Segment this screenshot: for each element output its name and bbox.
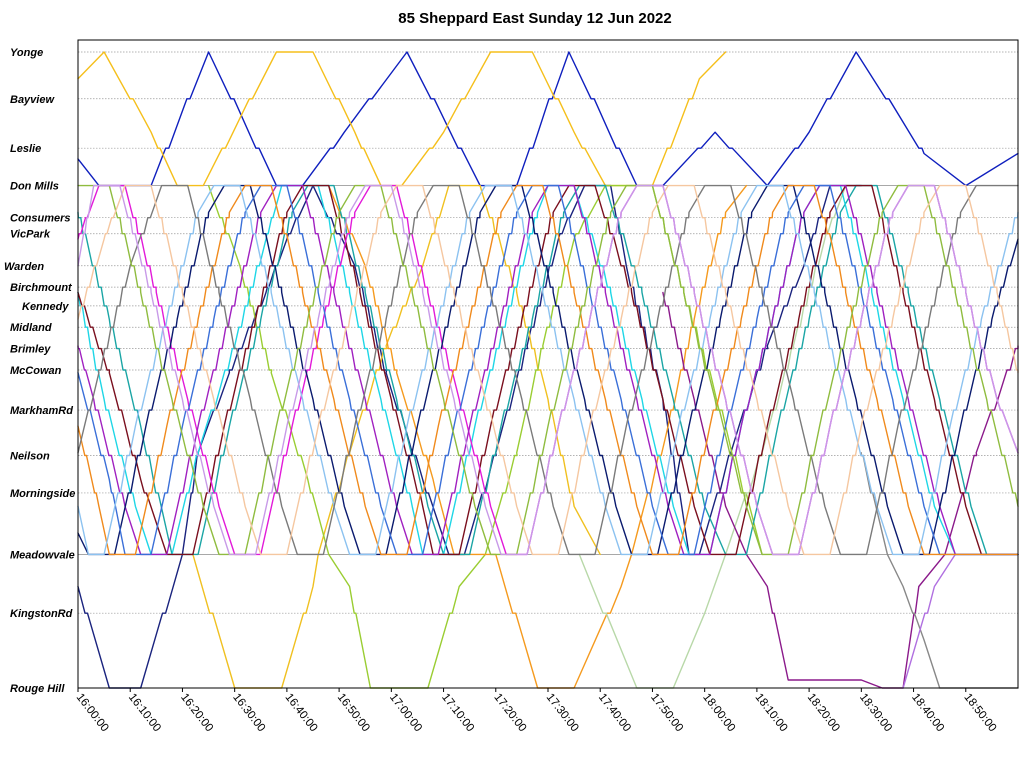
series-line-meadowvale-steel (77, 184, 1019, 556)
x-tick-label: 18:20:00 (805, 691, 842, 734)
x-tick-label: 17:40:00 (596, 691, 633, 734)
x-tick-label: 17:30:00 (544, 691, 581, 734)
stop-label-mccowan: McCowan (10, 365, 62, 377)
series-line-rouge-hill-6 (662, 291, 1019, 689)
series-line-meadowvale-maroon (77, 184, 1019, 556)
series-line-rouge-hill-7 (860, 452, 1019, 689)
series-line-meadowvale-olive (77, 184, 1019, 556)
stop-label-birchmount: Birchmount (10, 282, 73, 294)
series-line-meadowvale-lavender (77, 184, 1019, 556)
x-tick-label: 18:50:00 (961, 691, 998, 734)
series-line-meadowvale-grey (77, 184, 1019, 556)
stop-label-don-mills: Don Mills (10, 181, 59, 193)
x-tick-label: 17:00:00 (387, 691, 424, 734)
series-line-meadowvale-orange (77, 184, 1019, 556)
stop-label-consumers: Consumers (10, 213, 71, 225)
series-line-yonge-short-turn-1 (77, 51, 1019, 187)
series-line-yonge-short-turn-2 (77, 51, 727, 187)
vehicle-trips (77, 51, 1019, 689)
stop-label-kennedy: Kennedy (22, 301, 69, 313)
x-tick-label: 18:10:00 (753, 691, 790, 734)
x-tick-label: 18:40:00 (909, 691, 946, 734)
series-line-meadowvale-lightblue (77, 184, 1019, 556)
series-line-meadowvale-purple (77, 184, 1019, 556)
series-line-rouge-hill-8 (902, 553, 1019, 689)
x-tick-label: 16:00:00 (74, 691, 111, 734)
stop-label-neilson: Neilson (10, 451, 50, 463)
x-tick-label: 17:10:00 (439, 691, 476, 734)
stop-label-morningside: Morningside (10, 488, 75, 500)
series-line-rouge-hill-2 (192, 184, 601, 689)
stop-label-brimley: Brimley (10, 344, 51, 356)
x-tick-label: 18:00:00 (700, 691, 737, 734)
stop-label-markhamrd: MarkhamRd (10, 405, 73, 417)
x-tick-label: 16:20:00 (178, 691, 215, 734)
series-line-rouge-hill-3 (207, 184, 763, 689)
stop-label-warden: Warden (4, 261, 44, 273)
stop-labels: Yonge Bayview Leslie Don Mills Consumers VicP… (4, 47, 75, 695)
time-axis-labels: 16:00:00 16:10:00 16:20:00 16:30:00 16:40:00… (74, 688, 998, 734)
stop-label-meadowvale: Meadowvale (10, 549, 75, 561)
stop-label-bayview: Bayview (10, 94, 55, 106)
series-line-rouge-hill-4 (328, 184, 748, 689)
stop-label-kingstonrd: KingstonRd (10, 608, 73, 620)
stop-label-midland: Midland (10, 322, 52, 334)
x-tick-label: 17:20:00 (491, 691, 528, 734)
plot-area-border (77, 39, 1019, 689)
x-tick-label: 16:10:00 (126, 691, 163, 734)
x-tick-label: 16:30:00 (230, 691, 267, 734)
x-tick-label: 17:50:00 (648, 691, 685, 734)
stop-label-rouge-hill: Rouge Hill (10, 683, 65, 695)
stop-label-yonge: Yonge (10, 47, 43, 59)
series-line-meadowvale-navy (77, 184, 1019, 556)
chart-title: 85 Sheppard East Sunday 12 Jun 2022 (398, 10, 671, 27)
x-tick-label: 18:30:00 (857, 691, 894, 734)
x-tick-label: 16:40:00 (283, 691, 320, 734)
x-tick-label: 16:50:00 (335, 691, 372, 734)
series-line-meadowvale-peach (77, 184, 1019, 556)
series-line-meadowvale-teal (77, 184, 1019, 556)
stop-label-leslie: Leslie (10, 143, 41, 155)
stop-label-vicpark: VicPark (10, 229, 51, 241)
